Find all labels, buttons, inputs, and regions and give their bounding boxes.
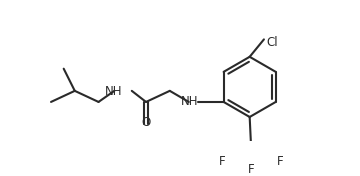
Text: F: F	[219, 155, 226, 168]
Text: NH: NH	[105, 85, 122, 98]
Text: F: F	[276, 155, 283, 168]
Text: NH: NH	[181, 95, 198, 108]
Text: O: O	[141, 116, 150, 129]
Text: F: F	[248, 163, 255, 176]
Text: Cl: Cl	[266, 36, 278, 49]
